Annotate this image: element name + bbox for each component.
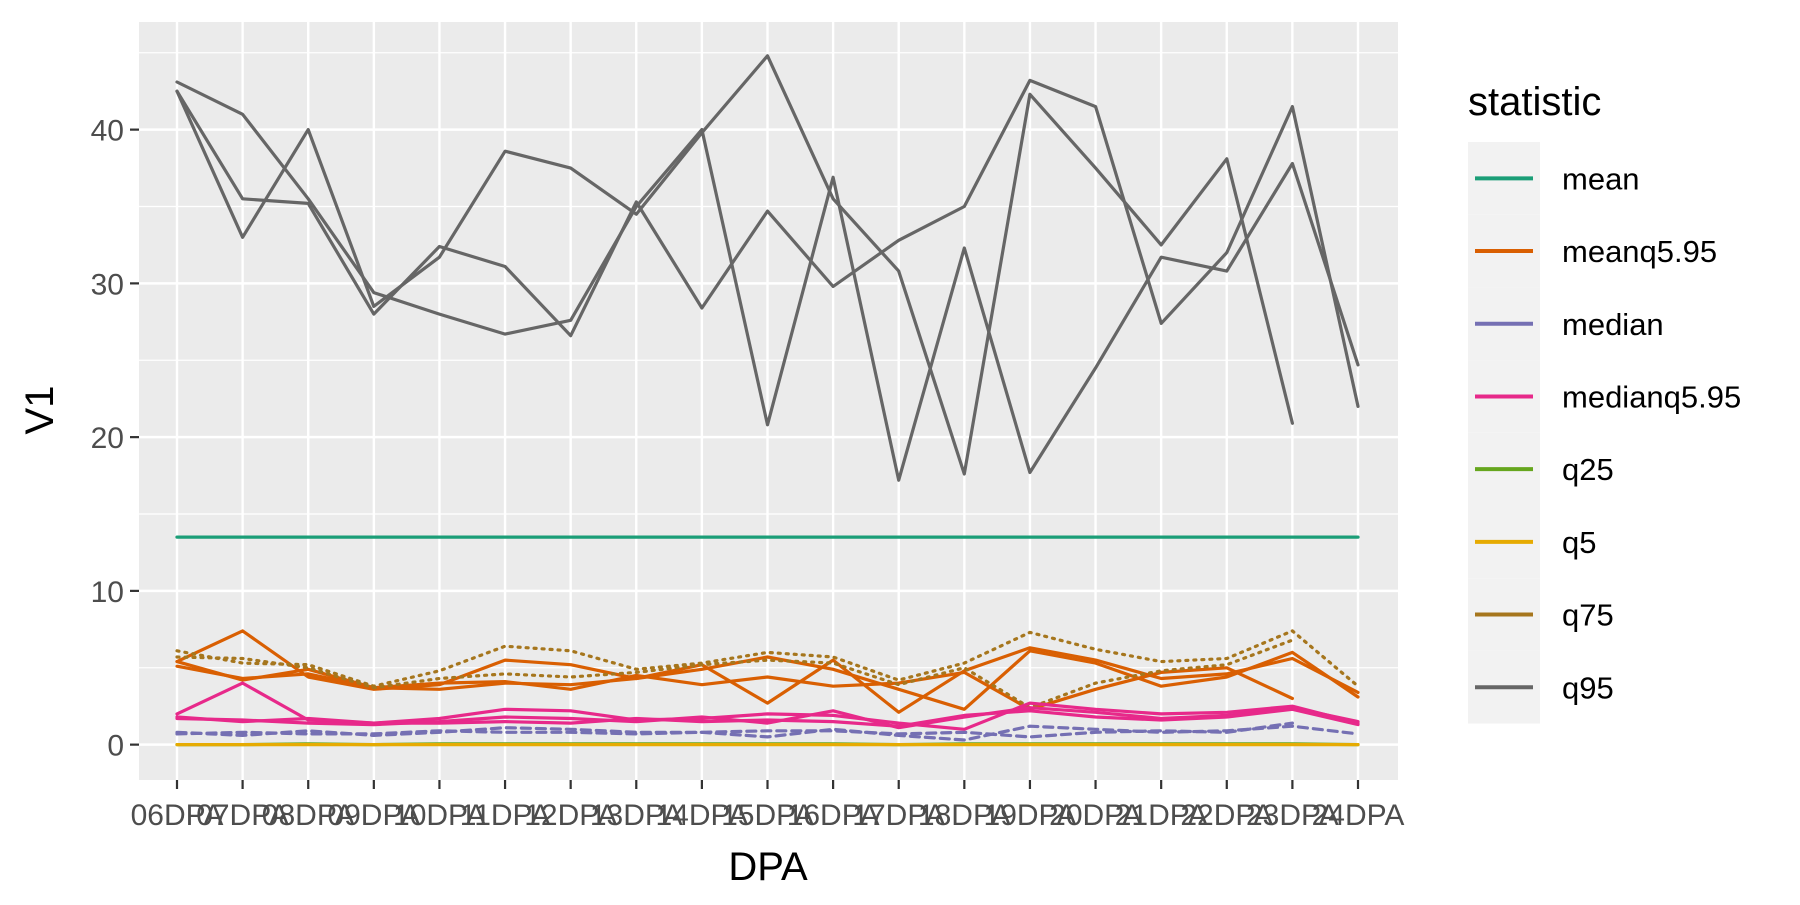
legend-label: q75 xyxy=(1562,598,1614,633)
series-lines xyxy=(175,54,1360,747)
x-tick-label: 16DPA xyxy=(787,799,880,832)
y-tick-label: 20 xyxy=(91,422,124,455)
legend-title: statistic xyxy=(1468,80,1601,124)
axes: 01020304006DPA07DPA08DPA09DPA10DPA11DPA1… xyxy=(91,115,1405,832)
gridlines xyxy=(139,22,1398,780)
legend-label: medianq5.95 xyxy=(1562,379,1741,414)
x-tick-label: 17DPA xyxy=(852,799,945,832)
y-axis-title: V1 xyxy=(18,386,62,435)
x-tick-label: 24DPA xyxy=(1312,799,1405,832)
legend-label: q95 xyxy=(1562,670,1614,705)
series-line-median xyxy=(175,721,1294,739)
y-tick-label: 10 xyxy=(91,576,124,609)
legend-label: mean xyxy=(1562,161,1640,196)
legend-label: median xyxy=(1562,307,1664,342)
x-tick-label: 11DPA xyxy=(460,799,551,832)
x-tick-label: 09DPA xyxy=(327,799,420,832)
series-line-medianq5-95 xyxy=(175,707,1360,728)
x-tick-label: 06DPA xyxy=(131,799,224,832)
series-line-q75 xyxy=(175,638,1294,710)
x-tick-label: 19DPA xyxy=(984,799,1077,832)
legend: mean meanq5.95 median medianq5.95 q25 q5 q75 q9… xyxy=(1468,142,1741,724)
x-tick-label: 20DPA xyxy=(1049,799,1142,832)
y-tick-label: 40 xyxy=(91,115,124,148)
legend-label: meanq5.95 xyxy=(1562,234,1717,269)
x-tick-label: 12DPA xyxy=(524,799,617,832)
y-tick-label: 0 xyxy=(107,730,124,763)
series-line-q95 xyxy=(175,80,1360,482)
x-tick-label: 07DPA xyxy=(196,799,289,832)
y-tick-label: 30 xyxy=(91,268,124,301)
series-line-q95 xyxy=(175,54,1294,476)
x-tick-label: 15DPA xyxy=(721,799,814,832)
x-tick-label: 23DPA xyxy=(1246,799,1339,832)
legend-label: q25 xyxy=(1562,452,1614,487)
x-tick-label: 08DPA xyxy=(262,799,355,832)
x-axis-title: DPA xyxy=(728,845,808,889)
x-tick-label: 21DPA xyxy=(1115,799,1208,832)
series-line-q95 xyxy=(175,78,1360,408)
x-tick-label: 13DPA xyxy=(590,799,683,832)
x-tick-label: 10DPA xyxy=(393,799,486,832)
x-tick-label: 18DPA xyxy=(918,799,1011,832)
x-tick-label: 14DPA xyxy=(655,799,748,832)
legend-label: q5 xyxy=(1562,525,1596,560)
x-tick-label: 22DPA xyxy=(1180,799,1273,832)
